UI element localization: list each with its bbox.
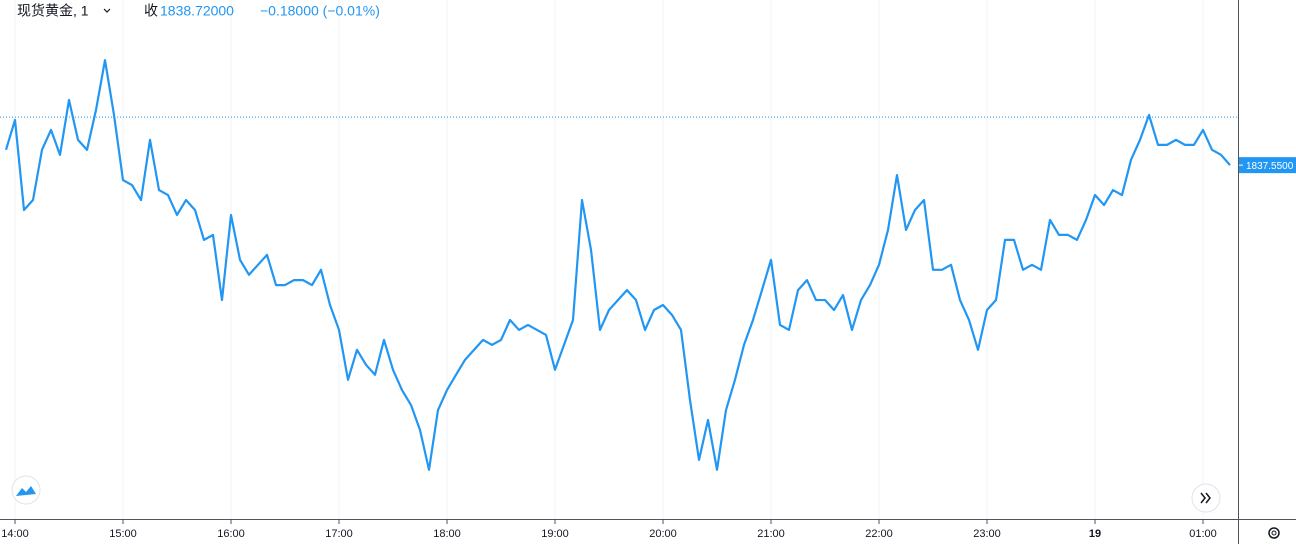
x-tick-label: 20:00 bbox=[649, 528, 677, 540]
settings-button[interactable] bbox=[1268, 527, 1280, 539]
price-line bbox=[4, 59, 1231, 471]
x-tick-label: 19:00 bbox=[541, 528, 569, 540]
button-bg[interactable] bbox=[1191, 483, 1221, 513]
grid bbox=[14, 0, 1204, 520]
drawings-button[interactable] bbox=[11, 475, 41, 505]
button-bg[interactable] bbox=[11, 475, 41, 505]
price-label: 1837.5500 bbox=[1246, 161, 1294, 172]
x-tick-label: 14:00 bbox=[1, 528, 29, 540]
x-axis: 14:00 15:00 16:00 17:00 18:00 19:00 20:00 21:00… bbox=[1, 520, 1217, 540]
x-tick-label: 23:00 bbox=[973, 528, 1001, 540]
x-tick-label: 22:00 bbox=[865, 528, 893, 540]
gear-center[interactable] bbox=[1271, 530, 1277, 536]
plot bbox=[0, 59, 1238, 471]
scroll-button[interactable] bbox=[1191, 483, 1221, 513]
close-value: 1838.72000 bbox=[160, 3, 234, 19]
price-label-bg bbox=[1239, 157, 1296, 174]
x-tick-label: 18:00 bbox=[433, 528, 461, 540]
button-icon[interactable] bbox=[16, 486, 36, 496]
x-tick-label: 19 bbox=[1089, 528, 1101, 540]
symbol-dropdown[interactable] bbox=[103, 8, 111, 13]
close-label: 收 bbox=[144, 3, 158, 19]
button-icon[interactable] bbox=[1200, 492, 1211, 504]
x-tick-label: 21:00 bbox=[757, 528, 785, 540]
change-value: −0.18000 (−0.01%) bbox=[260, 3, 380, 19]
x-tick-label: 17:00 bbox=[325, 528, 353, 540]
x-tick-label: 16:00 bbox=[217, 528, 245, 540]
x-tick-label: 15:00 bbox=[109, 528, 137, 540]
symbol-title[interactable]: 现货黄金, 1 bbox=[17, 3, 89, 19]
x-tick-label: 01:00 bbox=[1189, 528, 1217, 540]
gear-icon[interactable] bbox=[1268, 527, 1280, 539]
